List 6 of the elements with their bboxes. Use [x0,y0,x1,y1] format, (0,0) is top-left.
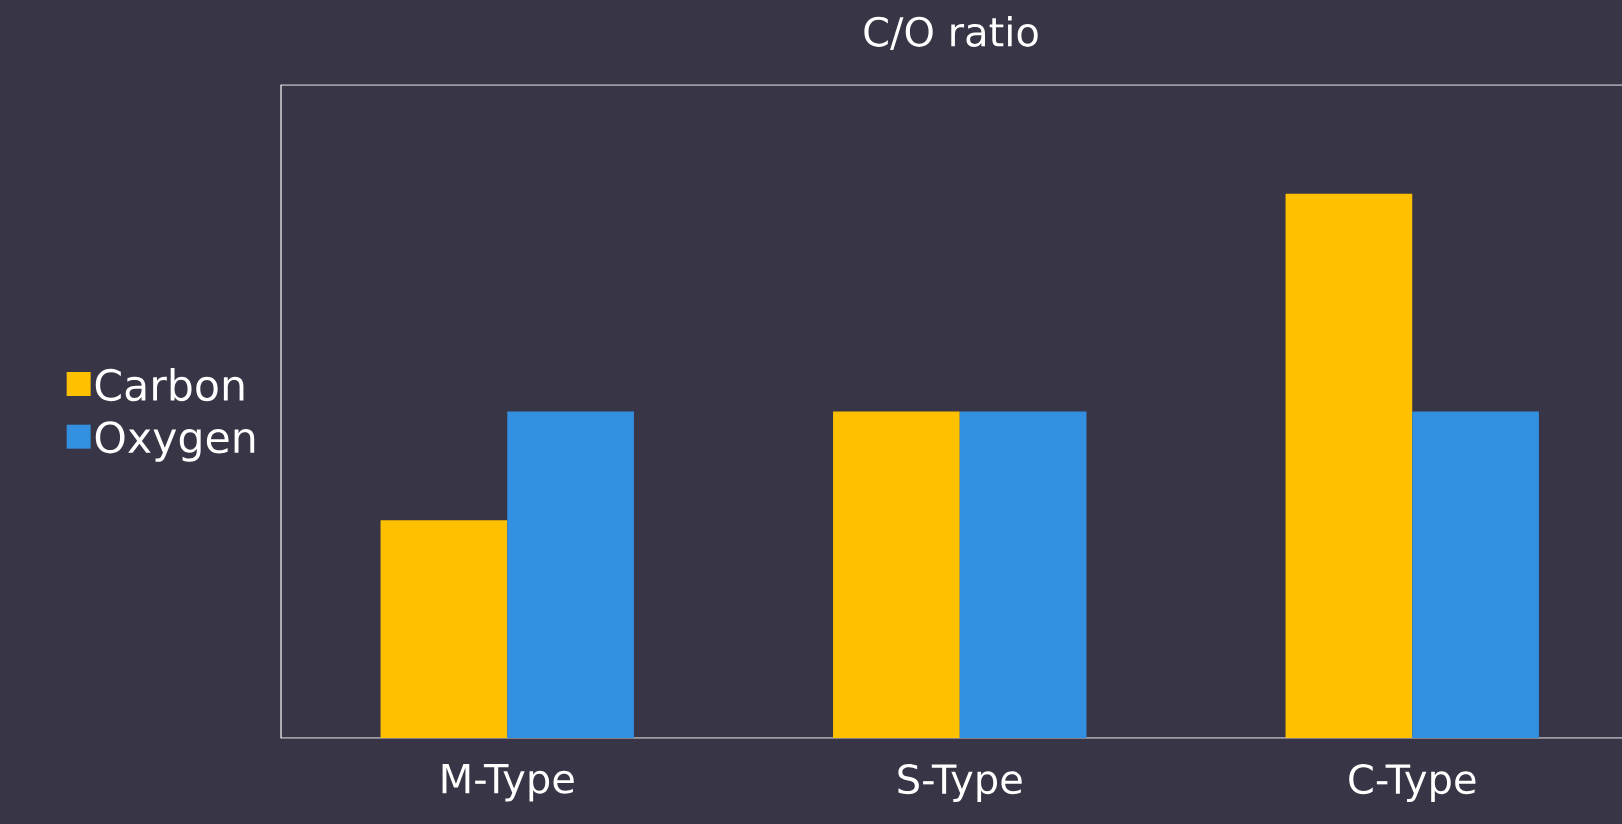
legend-label: Carbon [95,368,244,402]
x-tick-label: S-Type [898,764,1022,803]
x-tick-label: M-Type [442,764,574,802]
legend-label: Oxygen [95,421,255,462]
x-tick-label: C-Type [1349,764,1476,803]
chart-title: C/O ratio [864,15,1038,51]
